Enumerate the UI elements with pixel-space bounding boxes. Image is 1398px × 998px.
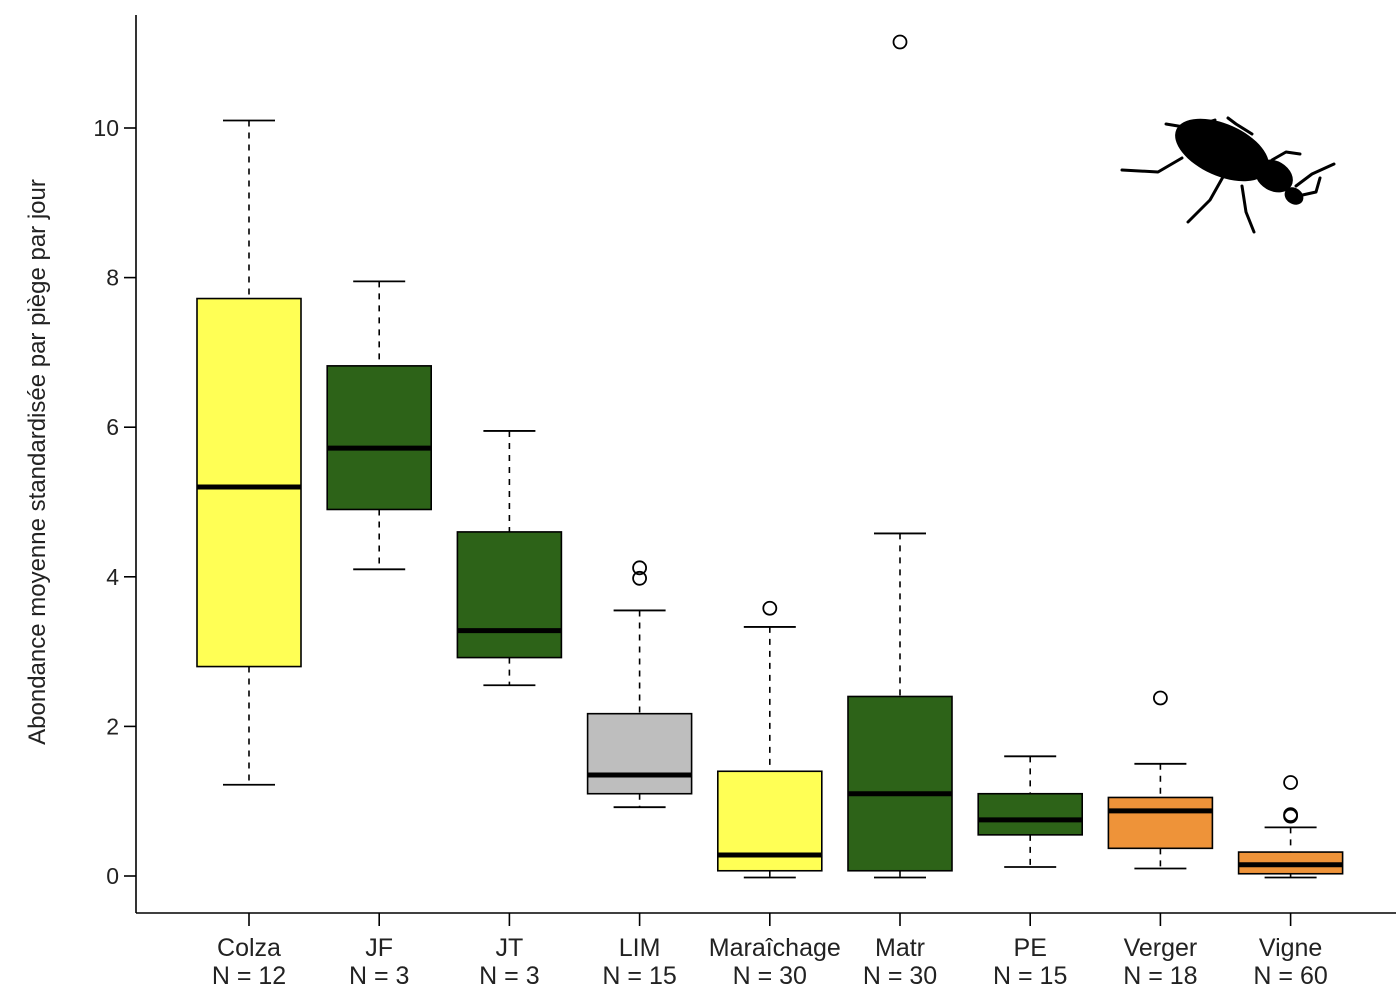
box-group-1 — [326, 280, 433, 571]
category-n-label: N = 3 — [479, 962, 539, 990]
category-name-label: Matr — [875, 934, 925, 962]
box-group-7 — [1107, 690, 1214, 870]
y-tick-label: 2 — [106, 713, 119, 739]
iqr-box — [456, 531, 563, 659]
category-n-label: N = 18 — [1123, 962, 1197, 990]
iqr-box — [847, 695, 953, 872]
box-group-4 — [716, 600, 823, 879]
outlier-point — [632, 560, 647, 576]
category-name-label: Colza — [217, 934, 281, 962]
category-n-label: N = 12 — [212, 962, 286, 990]
box-group-3 — [586, 560, 693, 809]
category-n-label: N = 30 — [733, 962, 807, 990]
iqr-box — [326, 365, 433, 511]
category-n-label: N = 15 — [602, 962, 676, 990]
category-name-label: PE — [1014, 934, 1047, 962]
category-name-label: JF — [365, 934, 393, 962]
y-tick-label: 8 — [106, 265, 119, 291]
outlier-point — [1283, 775, 1298, 790]
category-name-label: Vigne — [1259, 934, 1323, 962]
beetle-silhouette-icon — [1120, 116, 1336, 234]
boxes — [196, 34, 1344, 879]
outlier-point — [632, 570, 647, 586]
iqr-box — [1107, 796, 1214, 850]
iqr-box — [977, 792, 1084, 836]
axes — [135, 15, 1396, 914]
outlier-point — [1153, 690, 1168, 706]
category-n-label: N = 3 — [349, 962, 409, 990]
box-group-0 — [196, 119, 302, 786]
category-name-label: Verger — [1124, 934, 1198, 962]
box-group-2 — [456, 430, 563, 687]
category-n-label: N = 30 — [863, 962, 937, 990]
y-ticks: 0 2 4 6 8 10 — [93, 115, 136, 889]
category-name-label: Maraîchage — [709, 934, 841, 962]
y-tick-label: 0 — [106, 863, 119, 889]
outlier-point — [762, 600, 778, 616]
iqr-box — [196, 297, 302, 668]
category-name-label: JT — [496, 934, 524, 962]
box-group-8 — [1237, 775, 1344, 879]
y-tick-label: 4 — [106, 564, 119, 590]
outlier-point — [892, 34, 908, 50]
y-axis-label: Abondance moyenne standardisée par piège… — [24, 179, 51, 745]
outlier-point — [1283, 807, 1298, 823]
y-tick-label: 6 — [106, 414, 119, 440]
box-group-5 — [847, 34, 953, 879]
category-name-label: LIM — [619, 934, 661, 962]
category-n-label: N = 15 — [993, 962, 1067, 990]
box-group-6 — [977, 755, 1084, 868]
category-n-label: N = 60 — [1253, 962, 1327, 990]
iqr-box — [586, 712, 693, 795]
y-tick-label: 10 — [93, 115, 119, 141]
